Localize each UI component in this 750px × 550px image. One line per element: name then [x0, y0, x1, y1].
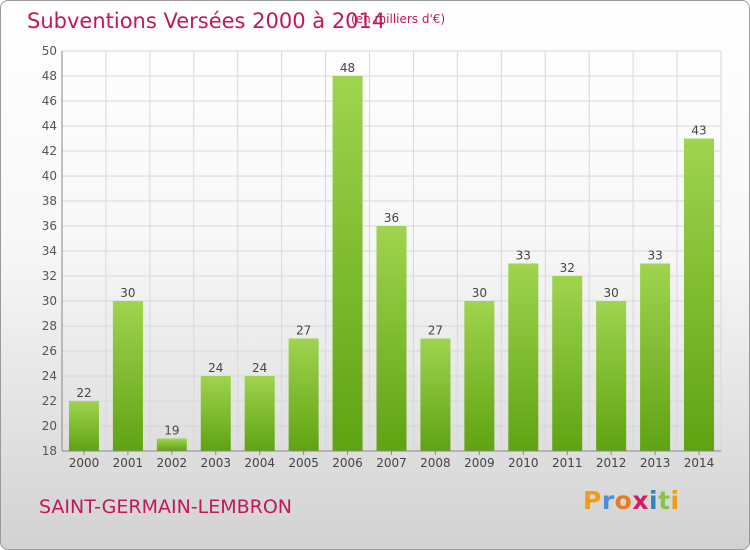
bar: [156, 438, 187, 451]
logo-letter: i: [649, 486, 659, 515]
bar-value-label: 30: [472, 286, 487, 300]
bar-value-label: 36: [384, 211, 399, 225]
bar-value-label: 27: [296, 324, 311, 338]
y-tick-label: 32: [42, 269, 57, 283]
y-tick-label: 46: [42, 94, 57, 108]
commune-name: SAINT-GERMAIN-LEMBRON: [39, 496, 293, 518]
bar: [464, 301, 495, 451]
bar-value-label: 19: [164, 424, 179, 438]
axes: 18 20 22 24 26 28 30 32 34 36 38 40 42 44 46 48 50 2000 20…: [42, 44, 721, 470]
bar: [332, 76, 363, 451]
y-tick-label: 50: [42, 44, 57, 58]
bar: [640, 263, 671, 451]
x-tick-label: 2002: [157, 456, 188, 470]
x-tick-label: 2008: [420, 456, 451, 470]
x-tick-label: 2007: [376, 456, 407, 470]
bar: [552, 276, 583, 451]
bar: [200, 376, 231, 451]
bar: [376, 226, 407, 451]
chart-unit: (en milliers d'€): [351, 12, 446, 26]
logo-letter: P: [583, 486, 602, 515]
x-tick-label: 2003: [200, 456, 231, 470]
y-tick-label: 30: [42, 294, 57, 308]
x-tick-label: 2004: [244, 456, 275, 470]
y-tick-label: 36: [42, 219, 57, 233]
y-tick-label: 26: [42, 344, 57, 358]
logo-letter: r: [601, 486, 615, 515]
bar: [596, 301, 627, 451]
bar-value-label: 33: [516, 249, 531, 263]
logo-letter: x: [632, 486, 649, 515]
bar: [68, 401, 99, 451]
x-tick-label: 2010: [508, 456, 539, 470]
bars: 22 30 19 24 24 27 48 36 27 30 33 32 30 33 43: [68, 61, 715, 451]
y-tick-label: 38: [42, 194, 57, 208]
logo-letter: o: [614, 486, 633, 515]
x-tick-label: 2005: [288, 456, 319, 470]
x-tick-label: 2011: [552, 456, 583, 470]
y-tick-label: 24: [42, 369, 57, 383]
x-tick-label: 2001: [113, 456, 144, 470]
bar-value-label: 22: [76, 386, 91, 400]
bar-value-label: 30: [604, 286, 619, 300]
chart-title: Subventions Versées 2000 à 2014: [27, 9, 386, 33]
bar-value-label: 30: [120, 286, 135, 300]
y-tick-label: 44: [42, 119, 57, 133]
bar: [288, 338, 319, 451]
y-tick-label: 18: [42, 444, 57, 458]
y-tick-label: 42: [42, 144, 57, 158]
bar: [420, 338, 451, 451]
y-tick-label: 28: [42, 319, 57, 333]
bar-value-label: 32: [560, 261, 575, 275]
x-tick-label: 2012: [596, 456, 627, 470]
y-tick-label: 20: [42, 419, 57, 433]
bar: [508, 263, 539, 451]
x-tick-label: 2013: [640, 456, 671, 470]
bar-value-label: 27: [428, 324, 443, 338]
logo-letter: t: [658, 486, 671, 515]
bar-value-label: 33: [647, 249, 662, 263]
x-tick-label: 2000: [69, 456, 100, 470]
bar: [112, 301, 143, 451]
x-tick-label: 2009: [464, 456, 495, 470]
x-tick-label: 2006: [332, 456, 363, 470]
y-tick-label: 40: [42, 169, 57, 183]
bar-value-label: 48: [340, 61, 355, 75]
x-tick-label: 2014: [684, 456, 715, 470]
y-tick-label: 48: [42, 69, 57, 83]
bar-value-label: 24: [252, 361, 267, 375]
logo-letter: i: [670, 486, 680, 515]
bar: [684, 138, 715, 451]
bar-value-label: 43: [691, 124, 706, 138]
y-tick-label: 34: [42, 244, 57, 258]
proxiti-logo[interactable]: Proxiti: [583, 486, 680, 515]
bar-value-label: 24: [208, 361, 223, 375]
y-tick-label: 22: [42, 394, 57, 408]
bar: [244, 376, 275, 451]
